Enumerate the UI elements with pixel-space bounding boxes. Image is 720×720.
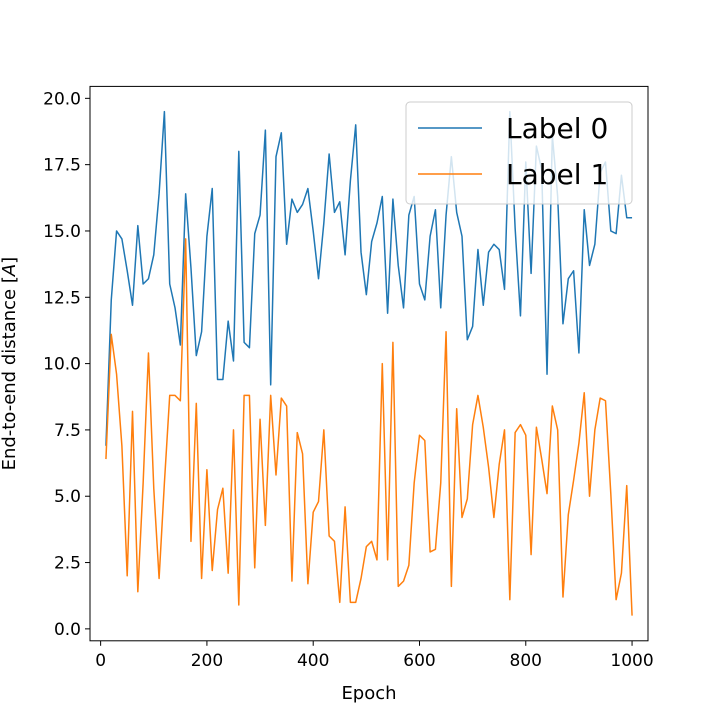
series-line-label-1 [105, 238, 633, 616]
y-tick-label: 20.0 [43, 89, 81, 109]
x-tick-label: 1000 [610, 651, 653, 671]
x-tick-label: 400 [297, 651, 329, 671]
y-tick-label: 2.5 [54, 554, 81, 574]
y-tick-label: 0.0 [54, 620, 81, 640]
y-tick-label: 10.0 [43, 355, 81, 375]
x-tick-label: 200 [191, 651, 223, 671]
x-tick-label: 0 [95, 651, 106, 671]
legend-label-1: Label 1 [506, 158, 608, 191]
y-tick-label: 17.5 [43, 156, 81, 176]
legend: Label 0 Label 1 [405, 101, 633, 205]
legend-label-0: Label 0 [506, 112, 608, 145]
series-layer [105, 110, 633, 616]
series-line-label-0 [105, 110, 633, 446]
x-tick-label: 600 [403, 651, 435, 671]
y-tick-label: 7.5 [54, 421, 81, 441]
y-tick-label: 12.5 [43, 288, 81, 308]
x-axis: 0 200 400 600 800 1000 [95, 640, 654, 671]
y-axis-label: End-to-end distance [A] [0, 257, 20, 471]
y-tick-label: 5.0 [54, 487, 81, 507]
x-axis-label: Epoch [341, 683, 396, 704]
y-axis: 0.0 2.5 5.0 7.5 10.0 12.5 15.0 17.5 20.0 [43, 89, 90, 640]
y-tick-label: 15.0 [43, 222, 81, 242]
x-tick-label: 800 [510, 651, 542, 671]
